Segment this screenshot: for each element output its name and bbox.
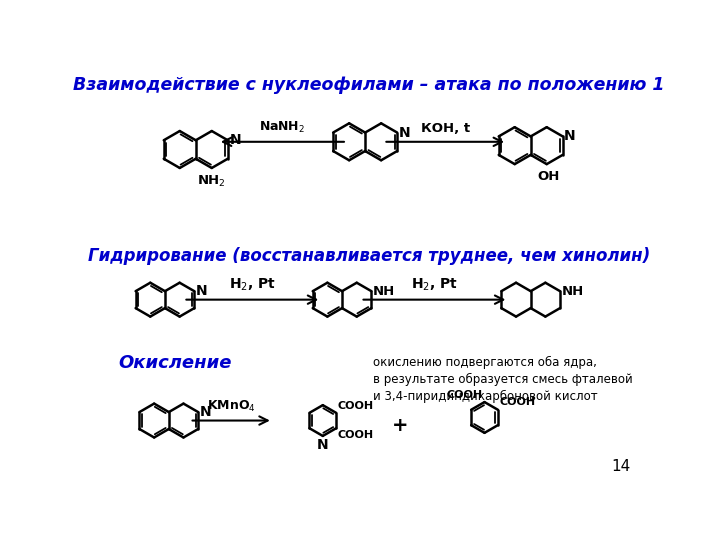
Text: Взаимодействие с нуклеофилами – атака по положению 1: Взаимодействие с нуклеофилами – атака по… [73,76,665,93]
Text: +: + [392,416,408,435]
Text: OH: OH [537,170,559,183]
Text: COOH: COOH [338,430,374,440]
Text: КОН, t: КОН, t [420,122,469,135]
Text: N: N [564,130,576,144]
Text: Окисление: Окисление [118,354,232,372]
Text: N: N [196,284,207,298]
Text: COOH: COOH [447,390,483,400]
Text: 14: 14 [611,460,631,475]
Text: NH: NH [562,285,584,298]
Text: N: N [199,405,211,419]
Text: H$_2$, Pt: H$_2$, Pt [229,276,276,293]
Text: H$_2$, Pt: H$_2$, Pt [411,276,458,293]
Text: KMnO$_4$: KMnO$_4$ [207,399,256,414]
Text: окислению подвергаются оба ядра,
в результате образуется смесь фталевой
и 3,4-пи: окислению подвергаются оба ядра, в резул… [373,356,633,403]
Text: COOH: COOH [500,397,536,408]
Text: NaNH$_2$: NaNH$_2$ [259,120,305,135]
Text: N: N [229,133,241,147]
Text: N: N [399,126,410,139]
Text: N: N [317,438,328,453]
Text: NH: NH [373,285,395,298]
Text: Гидрирование (восстанавливается труднее, чем хинолин): Гидрирование (восстанавливается труднее,… [88,247,650,265]
Text: NH$_2$: NH$_2$ [197,174,226,189]
Text: COOH: COOH [338,401,374,410]
